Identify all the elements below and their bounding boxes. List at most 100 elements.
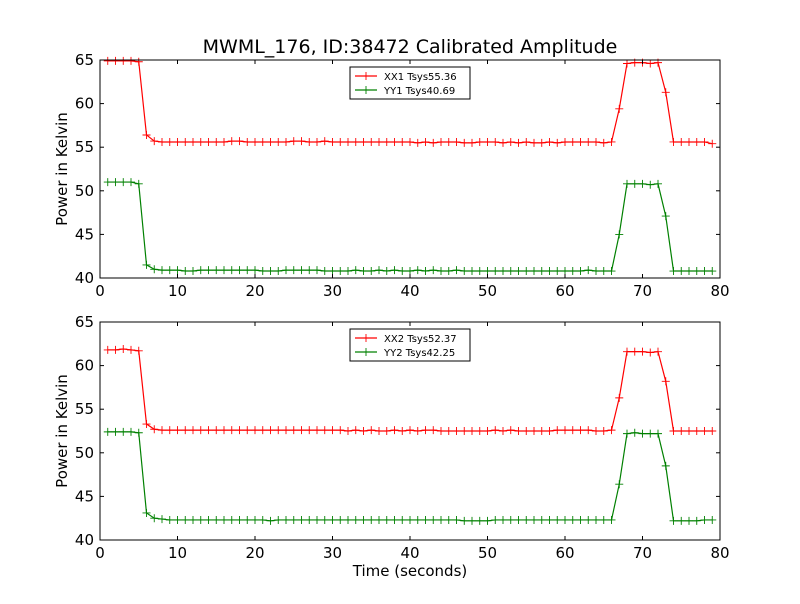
- data-point: [537, 427, 546, 435]
- data-point: [561, 137, 569, 146]
- data-point: [692, 427, 701, 435]
- x-tick-label: 60: [555, 544, 574, 562]
- data-point: [623, 347, 631, 356]
- series-1: [103, 56, 717, 148]
- data-point: [181, 426, 190, 435]
- data-point: [406, 267, 414, 276]
- data-point: [103, 56, 112, 65]
- data-point: [235, 426, 244, 435]
- data-point: [522, 515, 531, 524]
- legend-box: [349, 328, 471, 362]
- data-point: [599, 138, 608, 147]
- data-point: [320, 515, 329, 524]
- data-point: [258, 267, 267, 276]
- data-point: [576, 515, 585, 524]
- data-point: [274, 137, 283, 146]
- data-point: [196, 426, 205, 435]
- data-point: [530, 515, 538, 524]
- data-point: [204, 515, 213, 524]
- data-point: [344, 137, 352, 146]
- data-point: [599, 427, 608, 435]
- data-point: [584, 426, 593, 435]
- data-point: [173, 137, 182, 146]
- data-point: [677, 427, 686, 435]
- data-point: [189, 267, 197, 276]
- data-point: [537, 138, 546, 147]
- data-point: [398, 515, 407, 524]
- data-point: [142, 130, 151, 139]
- data-point: [576, 426, 585, 435]
- data-point: [382, 137, 391, 146]
- data-point: [243, 515, 252, 524]
- data-point: [258, 426, 267, 435]
- data-point: [615, 104, 624, 113]
- data-point: [661, 377, 670, 386]
- x-tick-label: 20: [245, 544, 264, 562]
- data-point: [127, 56, 135, 65]
- data-point: [568, 515, 577, 524]
- x-tick-label: 80: [710, 544, 729, 562]
- data-point: [545, 427, 554, 435]
- data-point: [220, 137, 228, 146]
- data-point: [553, 267, 562, 276]
- data-point: [382, 515, 391, 524]
- data-point: [204, 137, 213, 146]
- data-point: [142, 420, 151, 429]
- data-point: [313, 515, 321, 524]
- data-point: [375, 515, 383, 524]
- data-point: [421, 137, 430, 146]
- data-point: [568, 267, 577, 276]
- data-point: [189, 515, 197, 524]
- x-tick-label: 30: [323, 282, 342, 300]
- data-point: [367, 426, 376, 435]
- data-point: [475, 137, 484, 146]
- x-tick-label: 70: [633, 544, 652, 562]
- data-point: [398, 267, 407, 276]
- data-point: [669, 137, 678, 146]
- data-point: [623, 179, 631, 188]
- data-point: [305, 137, 314, 146]
- data-point: [251, 515, 259, 524]
- data-point: [669, 267, 678, 276]
- data-point: [266, 137, 275, 146]
- data-point: [654, 179, 662, 188]
- data-point: [258, 515, 267, 524]
- x-tick-label: 80: [710, 282, 729, 300]
- data-point: [638, 179, 647, 188]
- data-point: [320, 267, 329, 276]
- data-point: [654, 429, 662, 438]
- y-tick-label: 45: [75, 225, 94, 243]
- data-point: [134, 346, 143, 355]
- data-point: [522, 137, 531, 146]
- data-point: [367, 515, 376, 524]
- data-point: [638, 429, 647, 438]
- data-point: [530, 427, 538, 435]
- data-point: [561, 267, 569, 276]
- data-point: [437, 137, 445, 146]
- data-point: [592, 267, 600, 276]
- data-point: [351, 426, 360, 435]
- data-point: [444, 515, 453, 524]
- data-point: [103, 427, 112, 436]
- data-point: [351, 137, 360, 146]
- legend-box: [349, 66, 471, 100]
- data-point: [406, 426, 414, 435]
- data-point: [475, 427, 484, 435]
- data-point: [677, 267, 686, 276]
- data-point: [328, 137, 337, 146]
- data-point: [708, 515, 717, 524]
- data-point: [274, 515, 283, 524]
- data-point: [630, 179, 639, 188]
- data-point: [398, 427, 407, 435]
- figure-title: MWML_176, ID:38472 Calibrated Amplitude: [203, 36, 618, 58]
- data-point: [344, 515, 352, 524]
- data-point: [437, 427, 445, 435]
- series-2: [103, 178, 717, 276]
- data-point: [390, 515, 399, 524]
- data-point: [181, 137, 190, 146]
- data-point: [429, 266, 438, 275]
- data-point: [491, 426, 500, 435]
- data-point: [189, 137, 197, 146]
- data-point: [669, 516, 678, 525]
- data-point: [375, 266, 383, 275]
